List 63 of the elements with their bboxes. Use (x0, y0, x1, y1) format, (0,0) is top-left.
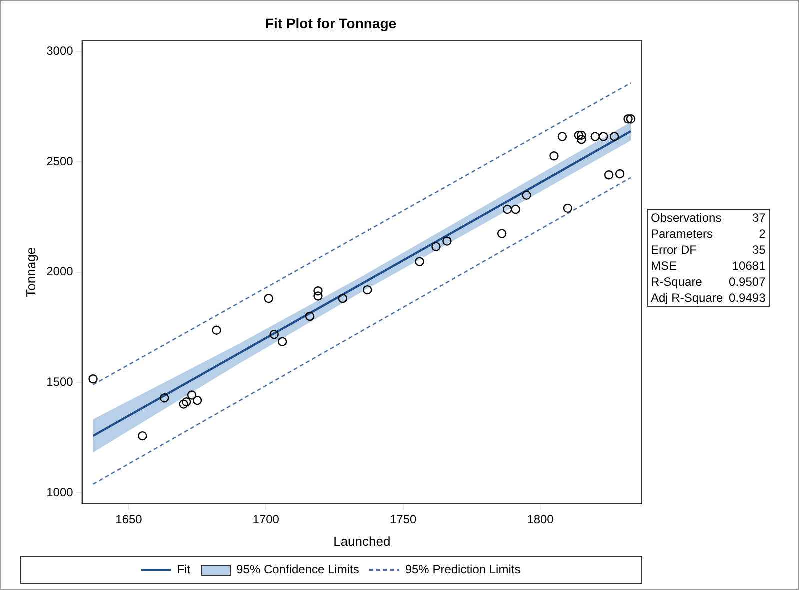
point (278, 337, 288, 346)
text: Adj R-Square (650, 290, 724, 306)
point (305, 312, 315, 322)
point (138, 431, 148, 441)
point (550, 152, 559, 161)
text: 2 (758, 226, 767, 242)
text: 35 (751, 242, 767, 258)
point (264, 294, 274, 304)
x-tick-label: 1800 (527, 512, 554, 527)
point (598, 132, 608, 142)
text: Error DF (650, 242, 698, 258)
text: R-Square (650, 274, 704, 290)
point (363, 285, 372, 295)
x-tick-label: 1700 (252, 512, 280, 527)
point (497, 229, 507, 238)
point (187, 390, 197, 400)
point (624, 114, 633, 124)
point (338, 294, 348, 304)
text: Observations (650, 210, 723, 226)
text: MSE (650, 258, 678, 274)
point (182, 397, 192, 407)
text: Parameters (650, 226, 714, 242)
point (610, 132, 620, 142)
point (314, 286, 323, 296)
legend-label: Fit (177, 562, 192, 576)
point (626, 114, 636, 124)
point (558, 132, 568, 142)
point (314, 292, 323, 301)
text: 10681 (731, 258, 767, 274)
point (577, 135, 586, 144)
y-tick-label: 1500 (46, 375, 74, 389)
point (270, 330, 279, 340)
y-axis-title: Tonnage (23, 247, 38, 298)
point (604, 170, 614, 180)
x-tick-label: 1650 (116, 512, 143, 527)
point (502, 204, 512, 214)
point (577, 130, 586, 140)
x-tick-label: 1750 (390, 512, 417, 527)
text: 37 (751, 210, 767, 226)
point (179, 400, 188, 409)
text: 95% Confidence Limits (236, 562, 360, 576)
point (522, 190, 532, 200)
point (160, 394, 170, 403)
point (563, 204, 573, 214)
point (511, 204, 520, 214)
chart-title: Fit Plot for Tonnage (265, 15, 397, 32)
y-tick-label: 2500 (46, 154, 74, 168)
point (574, 130, 584, 140)
point (615, 169, 625, 179)
point (590, 132, 600, 142)
point (432, 242, 441, 252)
legend-label: 95% Prediction Limits (405, 562, 521, 576)
point (442, 236, 452, 246)
text: 0.9493 (728, 290, 767, 306)
y-tick-label: 2000 (46, 264, 74, 279)
point (212, 326, 222, 336)
point (415, 257, 424, 266)
text: 0.9507 (728, 274, 767, 290)
y-tick-label: 3000 (46, 44, 74, 58)
point (88, 374, 98, 384)
y-tick-label: 1000 (46, 485, 74, 500)
x-axis-title: Launched (334, 534, 391, 549)
point (192, 396, 202, 406)
